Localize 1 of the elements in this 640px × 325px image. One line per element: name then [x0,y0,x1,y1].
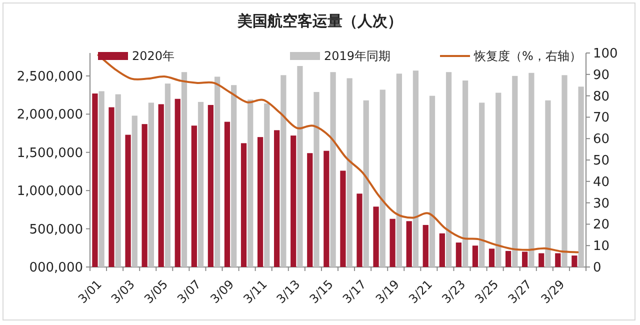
title: 美国航空客运量（人次） [238,12,402,30]
